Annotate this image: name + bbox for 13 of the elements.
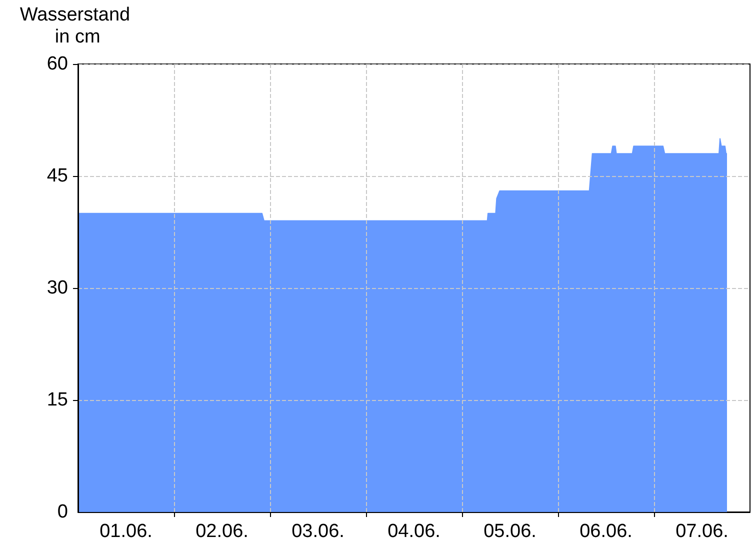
y-tick-label: 30 xyxy=(46,278,68,298)
x-tick-label: 03.06. xyxy=(292,521,344,542)
y-tick-label: 15 xyxy=(46,390,68,410)
x-tick-label: 05.06. xyxy=(484,521,536,542)
x-tick-label: 01.06. xyxy=(100,521,152,542)
x-tick-label: 02.06. xyxy=(196,521,248,542)
y-tick-label: 0 xyxy=(57,502,68,522)
x-tick-label: 04.06. xyxy=(388,521,440,542)
x-tick-label: 07.06. xyxy=(676,521,728,542)
x-tick-label: 06.06. xyxy=(580,521,632,542)
y-tick-label: 45 xyxy=(46,166,68,186)
y-axis-title: Wasserstand in cm xyxy=(20,4,130,48)
y-tick-label: 60 xyxy=(46,54,68,74)
